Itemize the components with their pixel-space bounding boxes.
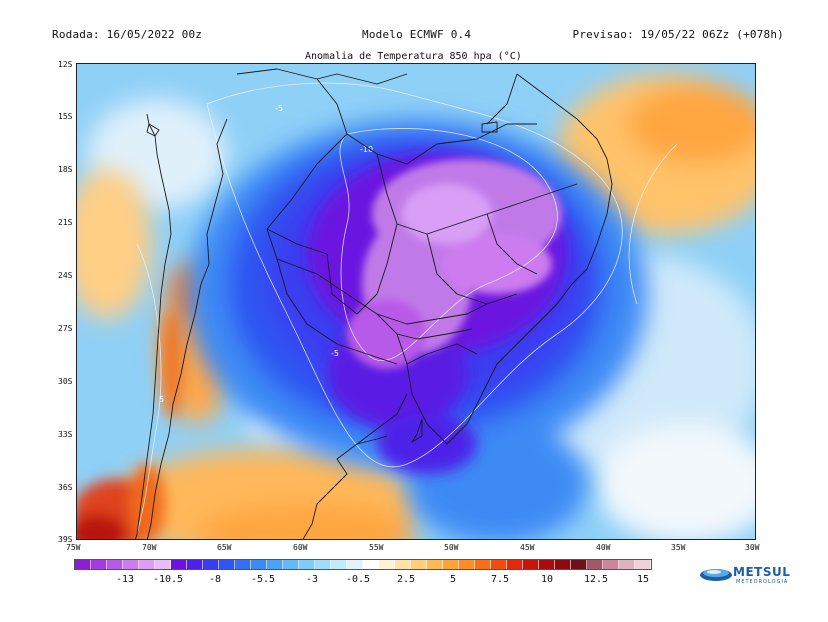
warm-anomaly-areas	[77, 74, 755, 539]
colorbar-swatch	[491, 560, 507, 569]
colorbar-swatch	[443, 560, 459, 569]
hot-anomaly-areas	[77, 309, 184, 539]
metsul-logo: METSUL	[733, 565, 791, 579]
colorbar-label: 2.5	[396, 574, 416, 585]
colorbar-swatch	[507, 560, 523, 569]
lat-label-24s: 24S	[58, 271, 73, 280]
colorbar-swatch	[219, 560, 235, 569]
lat-label-30s: 30S	[58, 377, 73, 386]
metsul-subtitle: METEOROLOGIA	[736, 579, 789, 585]
colorbar-swatch	[395, 560, 411, 569]
colorbar-swatch	[427, 560, 443, 569]
colorbar-swatch	[587, 560, 603, 569]
extreme-cold-anomaly-areas	[347, 159, 562, 369]
lat-label-33s: 33S	[58, 430, 73, 439]
lat-label-15s: 15S	[58, 112, 73, 121]
model-label: Modelo ECMWF 0.4	[362, 28, 472, 41]
colorbar	[74, 559, 652, 570]
metsul-globe-icon	[700, 569, 732, 581]
colorbar-swatch	[155, 560, 171, 569]
colorbar-swatch	[523, 560, 539, 569]
colorbar-swatch	[75, 560, 91, 569]
colorbar-label: 7.5	[490, 574, 510, 585]
colorbar-label: -10.5	[152, 574, 184, 585]
colorbar-label: 10	[540, 574, 554, 585]
colorbar-swatch	[555, 560, 571, 569]
lon-label-40w: 40W	[596, 543, 611, 552]
colorbar-label: 12.5	[583, 574, 609, 585]
colorbar-swatch	[331, 560, 347, 569]
colorbar-label: -3	[305, 574, 319, 585]
forecast-label: Previsao: 19/05/22 06Zz (+078h)	[572, 28, 784, 41]
lat-label-12s: 12S	[58, 60, 73, 69]
lon-label-65w: 65W	[217, 543, 232, 552]
colorbar-swatch	[411, 560, 427, 569]
lon-label-30w: 30W	[745, 543, 760, 552]
lat-label-39s: 39S	[58, 535, 73, 544]
lon-label-35w: 35W	[671, 543, 686, 552]
contour-label-minus-5: -5	[275, 104, 283, 113]
colorbar-swatch	[187, 560, 203, 569]
colorbar-swatch	[139, 560, 155, 569]
map-title: Anomalia de Temperatura 850 hpa (°C)	[305, 51, 522, 62]
contour-label-minus-5-south: -5	[331, 349, 339, 358]
colorbar-swatch	[267, 560, 283, 569]
lon-label-75w: 75W	[66, 543, 81, 552]
lon-label-55w: 55W	[369, 543, 384, 552]
colorbar-swatch	[363, 560, 379, 569]
colorbar-swatch	[619, 560, 635, 569]
temperature-anomaly-map: -5 -10 -5 5	[76, 63, 756, 540]
colorbar-label: -0.5	[345, 574, 371, 585]
colorbar-label: -13	[115, 574, 135, 585]
political-borders	[135, 68, 613, 539]
colorbar-label: -8	[208, 574, 222, 585]
colorbar-swatch	[347, 560, 363, 569]
colorbar-swatch	[299, 560, 315, 569]
lat-label-18s: 18S	[58, 165, 73, 174]
run-date-label: Rodada: 16/05/2022 00z	[52, 28, 203, 41]
colorbar-swatch	[283, 560, 299, 569]
colorbar-label: 5	[449, 574, 457, 585]
colorbar-swatch	[459, 560, 475, 569]
colorbar-swatch	[251, 560, 267, 569]
colorbar-swatch	[203, 560, 219, 569]
colorbar-label: 15	[636, 574, 650, 585]
lon-label-50w: 50W	[444, 543, 459, 552]
lat-label-36s: 36S	[58, 483, 73, 492]
colorbar-swatch	[475, 560, 491, 569]
lon-label-60w: 60W	[293, 543, 308, 552]
colorbar-swatch	[379, 560, 395, 569]
lon-label-45w: 45W	[520, 543, 535, 552]
colorbar-swatch	[171, 560, 187, 569]
contour-label-5: 5	[159, 395, 164, 404]
colorbar-swatch	[107, 560, 123, 569]
colorbar-swatch	[571, 560, 587, 569]
colorbar-swatch	[635, 560, 651, 569]
colorbar-swatch	[123, 560, 139, 569]
lat-label-27s: 27S	[58, 324, 73, 333]
colorbar-swatch	[315, 560, 331, 569]
colorbar-swatch	[235, 560, 251, 569]
contour-lines	[136, 82, 678, 535]
lon-label-70w: 70W	[142, 543, 157, 552]
lat-label-21s: 21S	[58, 218, 73, 227]
map-canvas: -5 -10 -5 5	[77, 64, 755, 539]
colorbar-label: -5.5	[250, 574, 276, 585]
colorbar-swatch	[603, 560, 619, 569]
colorbar-swatch	[539, 560, 555, 569]
contour-label-minus-10: -10	[360, 145, 373, 154]
colorbar-swatch	[91, 560, 107, 569]
